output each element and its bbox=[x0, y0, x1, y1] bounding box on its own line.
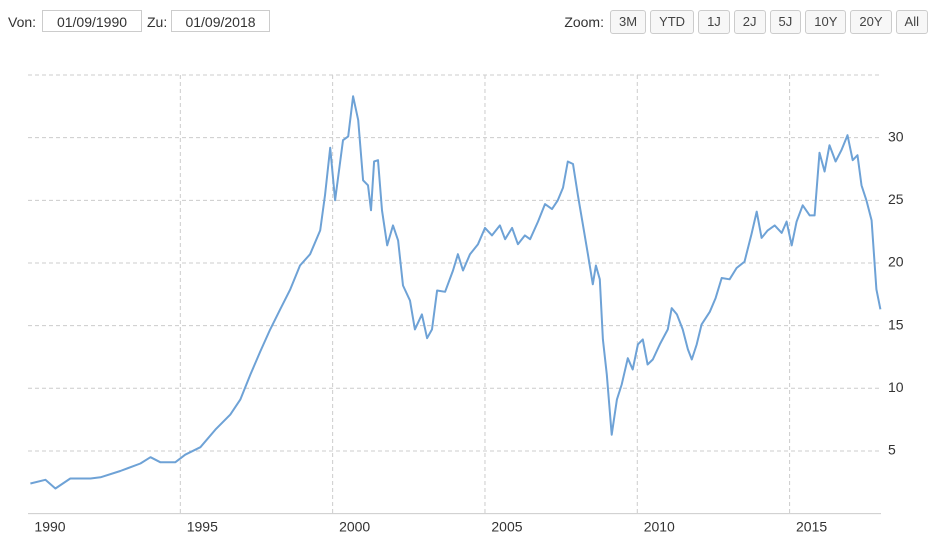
x-tick-label: 2015 bbox=[796, 519, 827, 535]
range-selector: Von: 01/09/1990 Zu: 01/09/2018 Zoom: 3M Y… bbox=[0, 0, 936, 40]
zoom-button[interactable]: YTD bbox=[650, 10, 695, 34]
from-input[interactable]: 01/09/1990 bbox=[42, 10, 142, 32]
zoom-button[interactable]: 1J bbox=[698, 10, 730, 34]
y-tick-label: 10 bbox=[888, 379, 904, 395]
zoom-button[interactable]: 2J bbox=[733, 10, 766, 34]
zoom-group: Zoom: 3M YTD 1J 2J 5J 10Y 20Y All bbox=[564, 10, 928, 34]
y-tick-label: 5 bbox=[888, 442, 896, 458]
zoom-label: Zoom: bbox=[564, 14, 604, 30]
zoom-button[interactable]: 5J bbox=[769, 10, 802, 34]
x-tick-label: 1990 bbox=[34, 519, 65, 535]
to-input[interactable]: 01/09/2018 bbox=[171, 10, 270, 32]
zoom-button[interactable]: 10Y bbox=[805, 10, 847, 34]
to-label: Zu: bbox=[147, 14, 168, 30]
y-tick-label: 15 bbox=[888, 316, 904, 332]
data-line bbox=[30, 95, 882, 490]
zoom-button[interactable]: 20Y bbox=[850, 10, 892, 34]
zoom-button[interactable]: All bbox=[895, 10, 928, 34]
x-tick-label: 2010 bbox=[644, 519, 675, 535]
x-tick-label: 1995 bbox=[187, 519, 218, 535]
x-tick-label: 2005 bbox=[491, 519, 522, 535]
zoom-button[interactable]: 3M bbox=[610, 10, 647, 34]
y-tick-label: 30 bbox=[888, 128, 904, 144]
y-tick-label: 25 bbox=[888, 191, 904, 207]
from-label: Von: bbox=[8, 14, 37, 30]
y-tick-label: 20 bbox=[888, 254, 904, 270]
x-tick-label: 2000 bbox=[339, 519, 370, 535]
